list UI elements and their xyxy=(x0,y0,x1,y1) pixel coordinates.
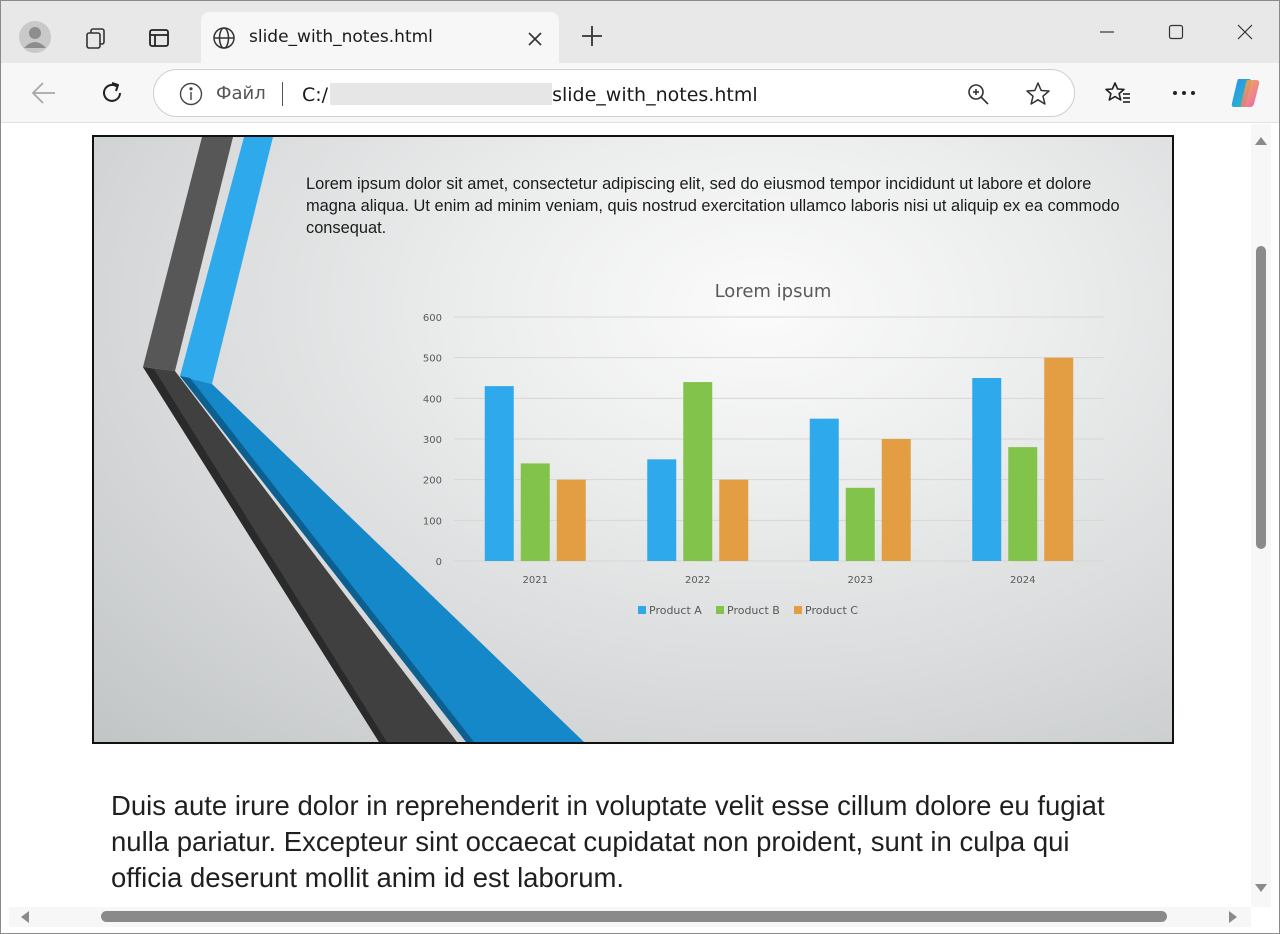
info-icon[interactable] xyxy=(178,81,204,107)
favorites-list-icon[interactable] xyxy=(1101,77,1135,109)
scroll-left-arrow-icon[interactable] xyxy=(21,911,29,923)
url-text[interactable]: C:/ slide_with_notes.html xyxy=(302,83,758,106)
url-prefix: C:/ xyxy=(302,84,329,106)
workspaces-icon[interactable] xyxy=(79,23,113,53)
tab-actions-icon[interactable] xyxy=(143,23,175,53)
slide: Lorem ipsum dolor sit amet, consectetur … xyxy=(92,135,1174,744)
minimize-icon[interactable] xyxy=(1087,15,1127,49)
bar-product-b xyxy=(520,463,550,561)
decoration-band-blue-lower xyxy=(180,376,584,742)
y-tick-label: 100 xyxy=(423,516,442,527)
refresh-icon[interactable] xyxy=(95,76,129,110)
legend-swatch xyxy=(638,606,646,614)
x-tick-label: 2023 xyxy=(848,575,873,586)
zoom-icon[interactable] xyxy=(964,81,992,107)
decoration-band-shadow xyxy=(143,367,387,742)
page-viewport: Lorem ipsum dolor sit amet, consectetur … xyxy=(9,124,1251,907)
bar-product-a xyxy=(972,378,1002,561)
y-tick-label: 600 xyxy=(423,313,442,324)
y-tick-label: 0 xyxy=(436,557,442,568)
decoration-band-blue-shadow xyxy=(180,376,474,742)
y-tick-label: 400 xyxy=(423,394,442,405)
horizontal-scroll-thumb[interactable] xyxy=(101,911,1167,922)
y-tick-label: 500 xyxy=(423,354,442,365)
url-suffix: slide_with_notes.html xyxy=(552,84,758,106)
copilot-icon[interactable] xyxy=(1227,75,1265,111)
scheme-label: Файл xyxy=(216,83,266,104)
legend-label: Product C xyxy=(805,604,858,617)
bar-product-b xyxy=(845,487,875,561)
decoration-band-dark-upper xyxy=(143,137,233,371)
profile-avatar-icon[interactable] xyxy=(17,19,53,55)
close-window-icon[interactable] xyxy=(1225,15,1265,49)
vertical-scroll-thumb[interactable] xyxy=(1256,246,1266,549)
horizontal-scrollbar[interactable] xyxy=(9,907,1251,927)
maximize-icon[interactable] xyxy=(1156,15,1196,49)
tab-title: slide_with_notes.html xyxy=(249,27,433,47)
close-tab-icon[interactable] xyxy=(523,27,547,51)
legend-swatch xyxy=(716,606,724,614)
slide-body-text: Lorem ipsum dolor sit amet, consectetur … xyxy=(306,175,1120,237)
y-tick-label: 300 xyxy=(423,435,442,446)
x-tick-label: 2024 xyxy=(1010,575,1035,586)
bar-product-c xyxy=(1044,357,1074,561)
address-bar[interactable]: Файл C:/ slide_with_notes.html xyxy=(153,69,1075,117)
bar-product-b xyxy=(683,382,713,561)
bar-product-c xyxy=(719,479,749,561)
slide-decoration xyxy=(143,137,584,742)
scroll-right-arrow-icon[interactable] xyxy=(1229,911,1237,923)
legend-label: Product A xyxy=(649,604,702,617)
bar-product-a xyxy=(647,459,677,561)
globe-icon xyxy=(211,25,237,51)
decoration-band-blue-upper xyxy=(180,137,273,384)
x-tick-label: 2021 xyxy=(523,575,548,586)
vertical-scrollbar[interactable] xyxy=(1251,124,1271,907)
scroll-up-arrow-icon[interactable] xyxy=(1255,137,1267,145)
bar-product-a xyxy=(809,418,839,561)
more-options-icon[interactable] xyxy=(1167,77,1201,109)
x-tick-label: 2022 xyxy=(685,575,710,586)
tab-strip: slide_with_notes.html xyxy=(1,1,1279,63)
bar-product-c xyxy=(881,439,911,561)
favorite-star-icon[interactable] xyxy=(1024,81,1052,107)
chart-title: Lorem ipsum xyxy=(715,281,832,302)
bar-chart: Lorem ipsum 0 100 200 300 400 500 600 2021 2022 20… xyxy=(423,281,1104,617)
legend-swatch xyxy=(794,606,802,614)
bar-product-b xyxy=(1008,447,1038,561)
legend-label: Product B xyxy=(727,604,780,617)
scroll-down-arrow-icon[interactable] xyxy=(1255,884,1267,892)
decoration-band-dark-lower xyxy=(143,367,457,742)
new-tab-icon[interactable] xyxy=(577,21,607,51)
back-icon[interactable] xyxy=(27,77,61,109)
omnibox-separator xyxy=(282,82,283,106)
url-redacted xyxy=(330,83,553,105)
bar-product-c xyxy=(556,479,586,561)
y-tick-label: 200 xyxy=(423,476,442,487)
bar-product-a xyxy=(484,386,514,561)
speaker-notes: Duis aute irure dolor in reprehenderit i… xyxy=(111,790,1105,893)
tab-active[interactable]: slide_with_notes.html xyxy=(201,12,559,63)
browser-toolbar: Файл C:/ slide_with_notes.html xyxy=(1,63,1279,123)
